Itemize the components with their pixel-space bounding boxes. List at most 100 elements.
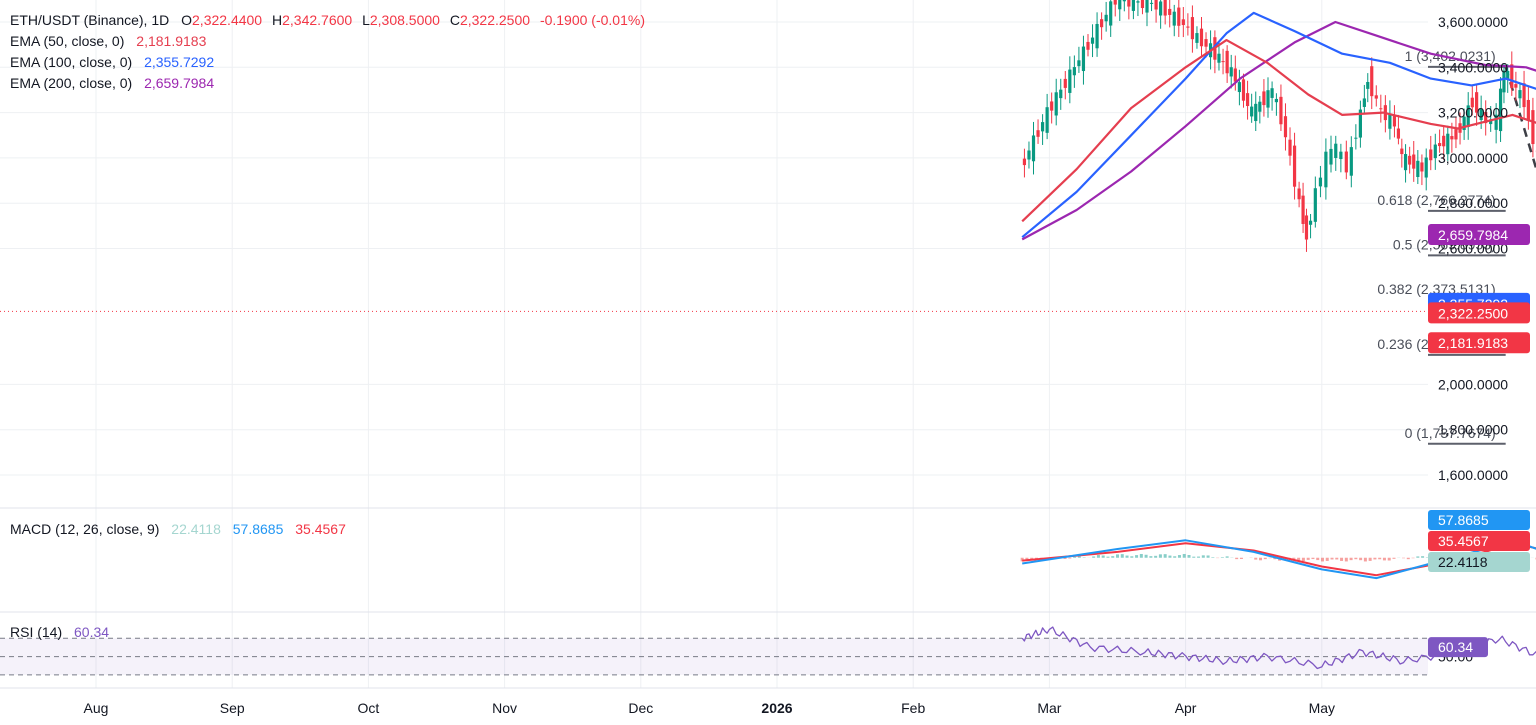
candle-body (1250, 106, 1254, 117)
candle-body (1292, 145, 1297, 187)
macd-hist-bar (1239, 557, 1243, 559)
candle-body (1040, 122, 1045, 132)
y-tick-label-7: 1,800.0000 (1438, 422, 1508, 438)
macd-hist-bar (1034, 557, 1038, 559)
candle-body (1301, 195, 1305, 224)
y-tick-label-3: 3,000.0000 (1438, 150, 1508, 166)
candle-body (1068, 69, 1072, 93)
macd-hist-bar (1149, 556, 1153, 558)
ohlc-close-label: C (449, 12, 460, 28)
macd-badge-0: 57.8685 (1438, 512, 1489, 528)
candle-body (1145, 0, 1149, 13)
candle-body (1131, 0, 1135, 11)
macd-hist-bar (1158, 554, 1162, 558)
candle-body (1204, 39, 1208, 47)
candle-body (1510, 64, 1514, 89)
ema200-value: 2,659.7984 (144, 75, 215, 91)
macd-hist-bar (1416, 556, 1420, 558)
macd-signal-line (1022, 542, 1536, 577)
x-tick-label-Sep: Sep (220, 700, 245, 716)
macd-hist-bar (1387, 557, 1391, 561)
rsi-badge-bg (1428, 637, 1488, 658)
macd-legend[interactable]: MACD (12, 26, close, 9) 22.4118 57.8685 … (10, 521, 346, 537)
macd-hist-bar (1177, 555, 1181, 558)
fib-level-label-0.618: 0.618 (2,766.2774) (1377, 192, 1495, 208)
candle-body (1077, 60, 1081, 67)
candle-body (1081, 46, 1086, 72)
candle-body (1396, 128, 1401, 139)
candle-body (1304, 215, 1309, 240)
candle-body (1400, 148, 1404, 155)
macd-line (1022, 539, 1536, 580)
candle-body (1045, 107, 1049, 133)
macd-hist-bar (1182, 553, 1186, 558)
ema100-legend[interactable]: EMA (100, close, 0) 2,355.7292 (10, 52, 214, 73)
macd-hist-bar (1273, 557, 1277, 560)
candle-body (1113, 0, 1117, 5)
candle-body (1022, 158, 1027, 166)
macd-hist-bar (1073, 556, 1077, 558)
candle-body (1190, 17, 1195, 40)
candle-body (1233, 68, 1237, 82)
candle-body (1217, 53, 1221, 63)
candle-body (1104, 14, 1108, 22)
macd-hist-bar (1135, 555, 1139, 558)
macd-badge-1: 35.4567 (1438, 533, 1489, 549)
macd-hist-bar (1373, 557, 1377, 560)
ema50-legend[interactable]: EMA (50, close, 0) 2,181.9183 (10, 31, 206, 52)
candle-body (1118, 0, 1122, 10)
ema200-line (1021, 20, 1536, 241)
candle-body (1054, 92, 1058, 116)
macd-hist-bar (1354, 557, 1358, 560)
y-tick-label-6: 2,000.0000 (1438, 376, 1508, 392)
candle-body (1489, 119, 1493, 125)
ohlc-low-label: L (362, 12, 370, 28)
macd-hist-bar (1421, 556, 1425, 558)
price-badge-3: 2,181.9183 (1438, 335, 1508, 351)
candle-body (1358, 109, 1362, 138)
candle-body (1172, 11, 1176, 26)
ema200-legend[interactable]: EMA (200, close, 0) 2,659.7984 (10, 73, 214, 94)
y-tick-label-4: 2,800.0000 (1438, 195, 1508, 211)
candle-body (1059, 89, 1063, 99)
x-tick-label-2026: 2026 (761, 700, 792, 716)
candle-body (1159, 1, 1163, 16)
candle-body (1370, 66, 1374, 97)
macd-hist-bar (1311, 557, 1315, 560)
macd-hist-bar (1197, 556, 1201, 558)
macd-hist-bar (1359, 557, 1363, 561)
candle-body (1354, 137, 1358, 139)
candle-body (1475, 92, 1479, 113)
candle-body (1339, 151, 1343, 160)
candle-body (1324, 151, 1328, 188)
macd-hist-bar (1163, 554, 1167, 558)
candle-body (1036, 130, 1040, 137)
candle-body (1462, 116, 1466, 130)
candle-body (1522, 83, 1526, 108)
ohlc-high-value: 2,342.7600 (282, 12, 353, 28)
macd-hist-bar (1325, 557, 1329, 561)
macd-badge-2: 22.4118 (1438, 554, 1488, 570)
macd-hist-bar (1330, 557, 1334, 560)
macd-hist-bar (1382, 557, 1386, 561)
macd-hist-bar (1392, 557, 1396, 559)
macd-badge-bg-1 (1428, 531, 1530, 551)
candle-body (1479, 108, 1483, 121)
macd-hist-bar (1106, 556, 1110, 558)
candle-body (1362, 98, 1366, 107)
macd-hist-bar (1130, 556, 1134, 558)
candle-body (1168, 8, 1172, 15)
macd-hist-bar (1187, 555, 1191, 558)
candle-body (1262, 91, 1266, 106)
rsi-label: RSI (14) (10, 624, 63, 640)
candle-body (1494, 114, 1498, 130)
candle-body (1140, 0, 1145, 9)
rsi-legend[interactable]: RSI (14) 60.34 (10, 624, 109, 640)
ema50-line (1021, 39, 1536, 223)
macd-hist-bar (1297, 557, 1301, 561)
macd-hist-bar (1139, 553, 1143, 558)
macd-hist-bar (1378, 557, 1382, 560)
macd-hist-bar (1368, 557, 1372, 561)
